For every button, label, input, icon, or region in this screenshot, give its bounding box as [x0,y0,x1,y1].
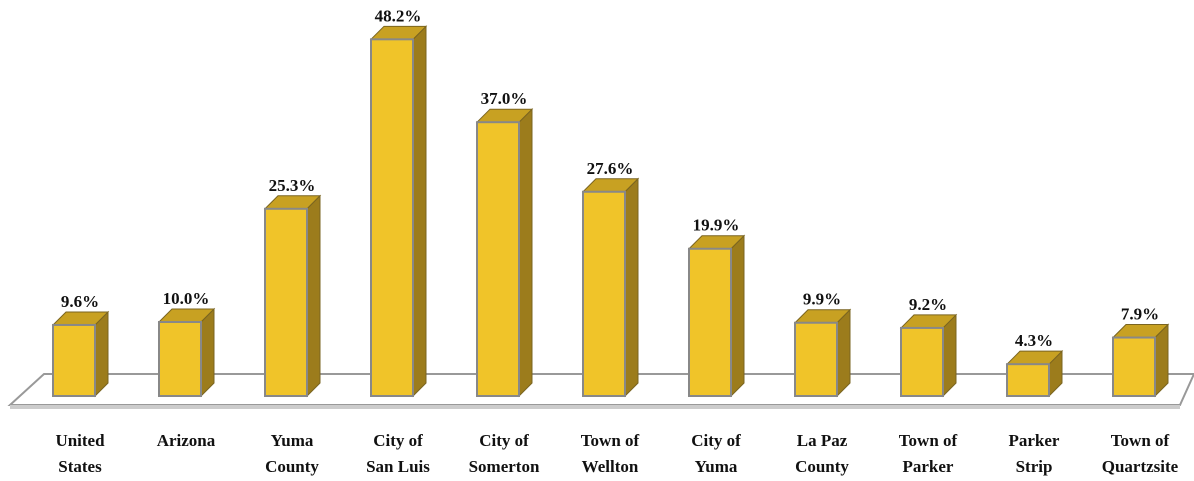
bar-side [200,307,215,398]
x-tick-label: Town of Quartzsite [1101,431,1179,476]
x-tick-label: Town of Parker [898,431,958,476]
x-tick-label: Parker Strip [1008,431,1060,476]
bar-side [942,313,957,398]
bar-side [624,177,639,398]
bar [1006,363,1050,397]
x-tick-label: United States [55,431,105,476]
floor-edge [10,405,1180,409]
x-tick-label: City of Somerton [468,431,540,476]
value-label: 10.0% [163,289,210,308]
x-tick-label: La Paz County [795,431,849,476]
bar-side [730,234,745,398]
value-label: 7.9% [1121,305,1159,324]
x-tick-label: Arizona [156,431,216,450]
value-label: 48.2% [375,6,422,25]
bar [688,247,732,397]
value-label: 19.9% [693,216,740,235]
value-label: 25.3% [269,176,316,195]
value-label: 9.2% [909,295,947,314]
x-tick-label: Yuma County [265,431,319,476]
bar [900,326,944,398]
bar [476,121,520,397]
bar [582,190,626,397]
value-label: 9.6% [61,292,99,311]
x-tick-label: City of Yuma [691,431,741,476]
bar-side [412,25,427,398]
bar [1112,336,1156,398]
bar [52,323,96,397]
bar-side [94,310,109,398]
value-label: 27.6% [587,159,634,178]
bar-side [306,194,321,398]
bar [794,321,838,397]
bar-side [836,308,851,398]
value-label: 9.9% [803,290,841,309]
value-label: 4.3% [1015,331,1053,350]
bar-side [518,107,533,398]
bar [370,38,414,397]
bar [264,207,308,397]
x-tick-label: City of San Luis [366,431,430,476]
bar [158,321,202,397]
value-label: 37.0% [481,89,528,108]
x-tick-label: Town of Wellton [580,431,640,476]
